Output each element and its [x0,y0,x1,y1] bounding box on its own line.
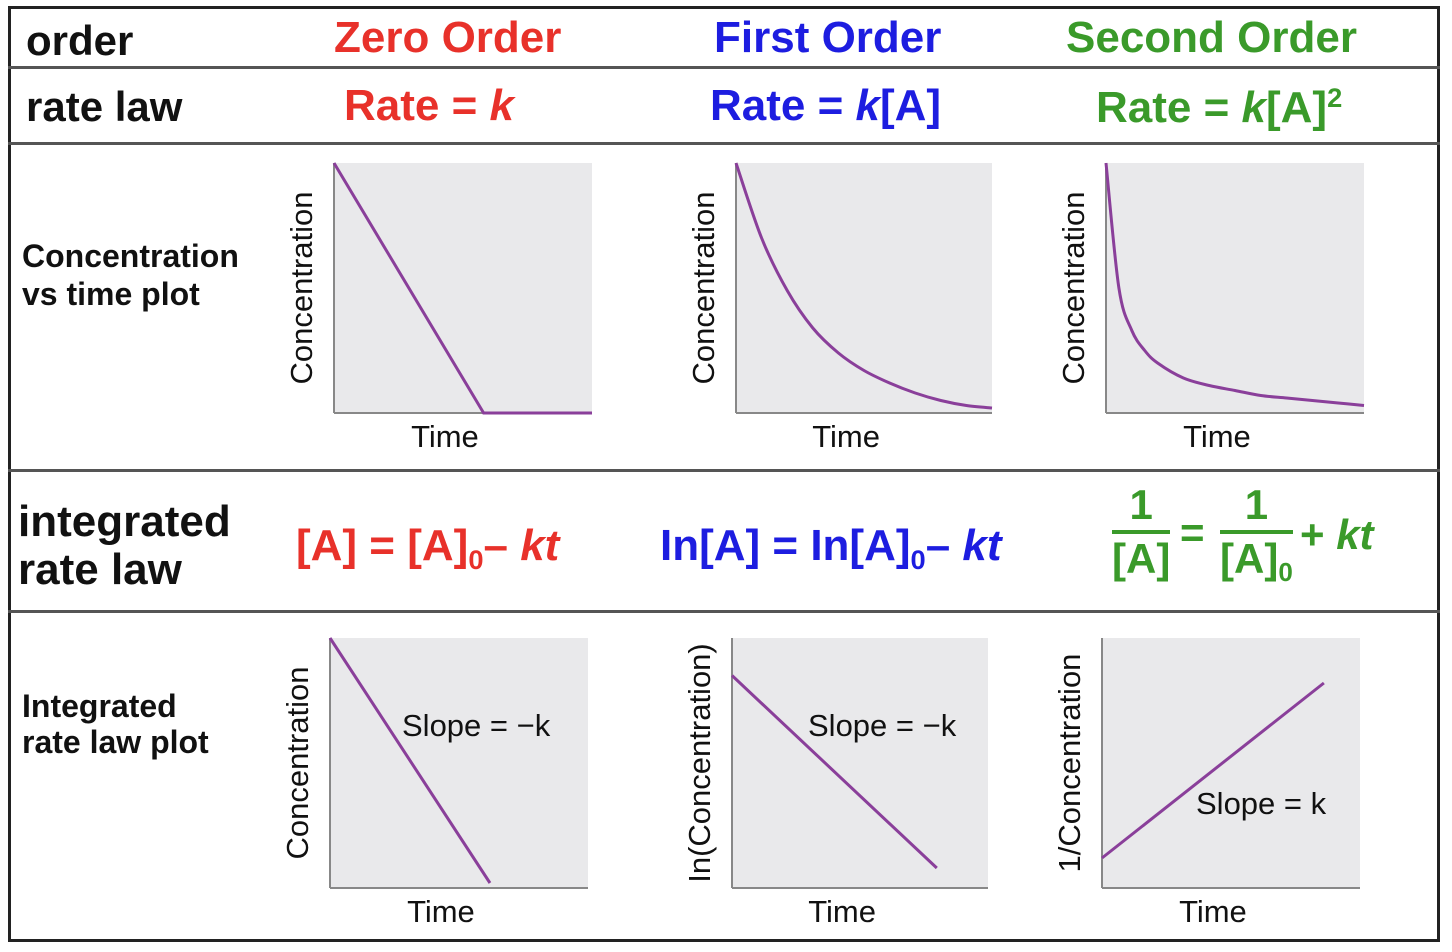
fraction-denominator: [A] [1220,535,1279,582]
y-axis-label: In(Concentration) [682,643,717,883]
row-divider [8,610,1440,613]
plus-kt-term: + kt [1300,514,1374,556]
fraction-numerator: 1 [1244,481,1269,528]
plot-area [732,638,988,888]
y-axis-label: 1/Concentration [1052,654,1087,873]
y-axis-label: Concentration [1056,191,1091,384]
int-plot-row-label-line2: rate law plot [22,724,209,760]
x-axis-label: Time [812,419,880,454]
int-plot-row-label-line1: Integrated [22,688,177,724]
minus-sign: – [925,521,951,570]
row-divider [8,469,1440,472]
first-order-rate-law: Rate = k[A] [710,84,941,128]
fraction-bar [1112,530,1171,534]
equation-text: In[A] = In[A] [660,521,911,570]
row-divider [8,142,1440,145]
first-order-integrated-law: In[A] = In[A]0– kt [660,521,1002,573]
subscript-zero: 0 [1278,557,1293,588]
minus-sign: – [483,521,508,570]
plot-area [1106,163,1364,413]
x-axis-label: Time [1179,894,1247,929]
y-axis-label: Concentration [280,666,315,859]
order-row-label: order [26,17,134,64]
equation-text: [A] = [A] [296,521,469,570]
plus-sign: + [1300,511,1337,558]
row-divider [8,66,1440,69]
plot-area [1102,638,1360,888]
slope-annotation: Slope = k [1196,786,1327,821]
x-axis-label: Time [411,419,479,454]
zero-order-integrated-law: [A] = [A]0– kt [296,521,560,573]
plot-area [334,163,592,413]
equals-sign: = [1180,509,1205,556]
kt-term: kt [520,521,560,570]
x-axis-label: Time [407,894,475,929]
integrated-row-label-line2: rate law [18,545,182,594]
series-line [332,162,592,415]
rate-concentration: [A] [880,81,942,130]
series-line [730,674,938,870]
rate-constant: k [855,81,880,130]
rate-exponent: 2 [1327,82,1343,113]
series-line [328,637,492,884]
y-axis-label: Concentration [284,191,319,384]
zero-order-rate-law: Rate = k [344,84,514,128]
kt-term: kt [1336,511,1374,558]
plot-area [736,163,992,413]
plot-area [330,638,588,888]
y-axis-label: Concentration [686,191,721,384]
subscript-zero: 0 [910,543,926,575]
second-order-title: Second Order [1066,13,1357,62]
rate-constant: k [1241,83,1266,132]
series-line [1101,681,1325,860]
fraction-numerator: 1 [1129,481,1153,528]
subscript-zero: 0 [468,543,484,575]
fraction-denominator: [A] [1112,535,1171,582]
rate-text: Rate = [1096,83,1242,132]
first-order-title: First Order [714,13,942,62]
rate-text: Rate = [344,81,490,130]
rate-text: Rate = [710,81,856,130]
table-frame [8,6,1440,942]
x-axis-label: Time [1183,419,1251,454]
conc-plot-row-label-line2: vs time plot [22,276,200,312]
rate-law-row-label: rate law [26,83,183,130]
slope-annotation: Slope = −k [402,708,551,743]
fraction-bar [1220,530,1293,534]
kt-term: kt [962,521,1002,570]
integrated-row-label-line1: integrated [18,497,231,546]
series-line [1104,162,1365,407]
slope-annotation: Slope = −k [808,708,957,743]
second-order-fraction-left: 1 [A] [1112,481,1171,582]
second-order-rate-law: Rate = k[A]2 [1096,83,1342,132]
conc-plot-row-label-line1: Concentration [22,238,239,274]
rate-constant: k [489,81,514,130]
rate-concentration: [A] [1266,83,1328,132]
series-line [734,162,993,410]
zero-order-title: Zero Order [334,13,562,62]
second-order-fraction-right: 1 [A]0 [1220,481,1293,585]
x-axis-label: Time [808,894,876,929]
